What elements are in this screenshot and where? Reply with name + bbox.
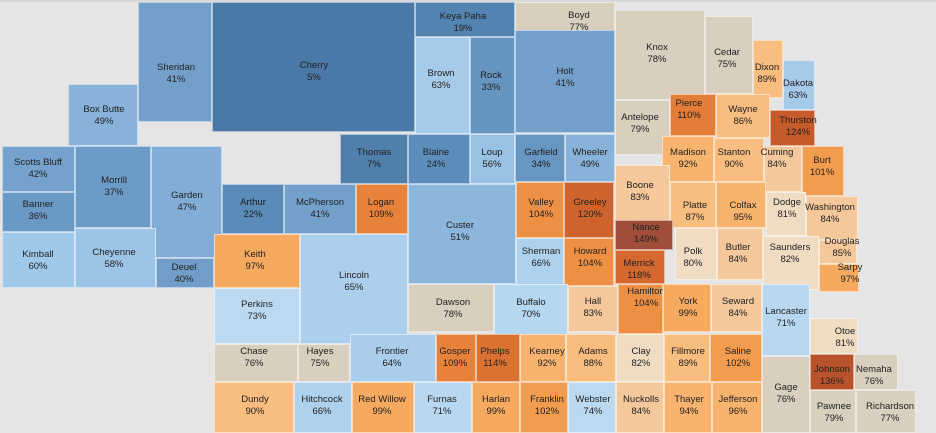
county-webster[interactable] <box>568 382 616 433</box>
county-fillmore[interactable] <box>664 334 710 382</box>
county-clay[interactable] <box>616 334 664 382</box>
county-keith[interactable] <box>214 234 300 288</box>
county-richardson[interactable] <box>856 390 916 433</box>
county-wheeler[interactable] <box>565 134 615 182</box>
county-burt[interactable] <box>802 146 844 196</box>
county-douglas[interactable] <box>819 240 857 264</box>
county-valley[interactable] <box>516 182 564 238</box>
county-kimball[interactable] <box>2 232 75 288</box>
county-dawson[interactable] <box>408 284 494 332</box>
county-lincoln[interactable] <box>300 234 408 344</box>
county-holt[interactable] <box>515 30 615 133</box>
county-frontier[interactable] <box>350 334 436 382</box>
county-pierce[interactable] <box>670 94 716 136</box>
county-kearney[interactable] <box>520 334 566 382</box>
county-cedar[interactable] <box>705 16 753 94</box>
county-hayes[interactable] <box>298 344 350 382</box>
county-dixon[interactable] <box>753 40 783 98</box>
county-butler[interactable] <box>717 228 763 280</box>
county-pawnee[interactable] <box>810 390 856 433</box>
county-nance[interactable] <box>615 220 673 250</box>
county-chase[interactable] <box>214 344 298 382</box>
county-sherman[interactable] <box>516 238 564 286</box>
county-rock[interactable] <box>470 37 515 134</box>
county-furnas[interactable] <box>414 382 472 433</box>
county-box-butte[interactable] <box>68 84 138 146</box>
county-adams[interactable] <box>566 334 616 382</box>
county-wayne[interactable] <box>716 94 770 138</box>
county-dodge[interactable] <box>766 192 806 236</box>
county-buffalo[interactable] <box>494 284 568 336</box>
county-garden[interactable] <box>151 146 222 258</box>
county-polk[interactable] <box>675 228 717 280</box>
county-cheyenne[interactable] <box>75 228 156 288</box>
county-red-willow[interactable] <box>352 382 414 433</box>
county-dundy[interactable] <box>214 382 294 433</box>
county-phelps[interactable] <box>476 334 520 382</box>
county-perkins[interactable] <box>214 288 300 344</box>
county-boyd[interactable] <box>515 2 615 32</box>
county-washington[interactable] <box>806 196 858 240</box>
county-antelope[interactable] <box>615 100 670 155</box>
county-deuel[interactable] <box>156 258 214 288</box>
county-seward[interactable] <box>711 284 762 332</box>
county-garfield[interactable] <box>515 134 565 182</box>
county-banner[interactable] <box>2 192 75 232</box>
county-sheridan[interactable] <box>138 2 212 122</box>
county-brown[interactable] <box>415 37 470 134</box>
county-howard[interactable] <box>564 238 614 286</box>
county-knox[interactable] <box>615 10 705 100</box>
county-keya-paha[interactable] <box>415 2 515 37</box>
county-saline[interactable] <box>710 334 762 382</box>
county-gosper[interactable] <box>436 334 476 382</box>
county-boone[interactable] <box>615 165 670 227</box>
county-morrill[interactable] <box>75 146 151 228</box>
county-colfax[interactable] <box>716 182 766 228</box>
county-mcpherson[interactable] <box>284 184 356 234</box>
county-merrick[interactable] <box>615 250 665 284</box>
county-lancaster[interactable] <box>762 284 810 356</box>
county-jefferson[interactable] <box>712 382 762 433</box>
county-thomas[interactable] <box>340 134 408 184</box>
county-saunders[interactable] <box>763 236 819 290</box>
county-platte[interactable] <box>670 182 716 228</box>
county-franklin[interactable] <box>520 382 568 433</box>
county-dakota[interactable] <box>783 60 815 110</box>
county-hall[interactable] <box>568 286 618 332</box>
county-arthur[interactable] <box>222 184 284 234</box>
county-hitchcock[interactable] <box>294 382 352 433</box>
county-sarpy[interactable] <box>819 264 859 292</box>
county-thurston[interactable] <box>770 110 815 146</box>
county-york[interactable] <box>663 284 711 332</box>
county-otoe[interactable] <box>810 318 858 354</box>
county-stanton[interactable] <box>714 138 764 182</box>
county-johnson[interactable] <box>810 354 854 390</box>
county-cherry[interactable] <box>212 2 415 132</box>
county-loup[interactable] <box>470 134 515 184</box>
county-nuckolls[interactable] <box>616 382 664 433</box>
county-greeley[interactable] <box>564 182 614 238</box>
county-scotts-bluff[interactable] <box>2 146 75 192</box>
county-hamilton[interactable] <box>618 284 663 334</box>
county-logan[interactable] <box>356 184 408 234</box>
county-thayer[interactable] <box>664 382 712 433</box>
county-madison[interactable] <box>662 136 714 182</box>
county-harlan[interactable] <box>472 382 520 433</box>
county-custer[interactable] <box>408 184 516 284</box>
county-cuming[interactable] <box>764 146 802 192</box>
county-blaine[interactable] <box>408 134 470 184</box>
county-gage[interactable] <box>762 356 810 433</box>
county-nemaha[interactable] <box>854 354 898 390</box>
